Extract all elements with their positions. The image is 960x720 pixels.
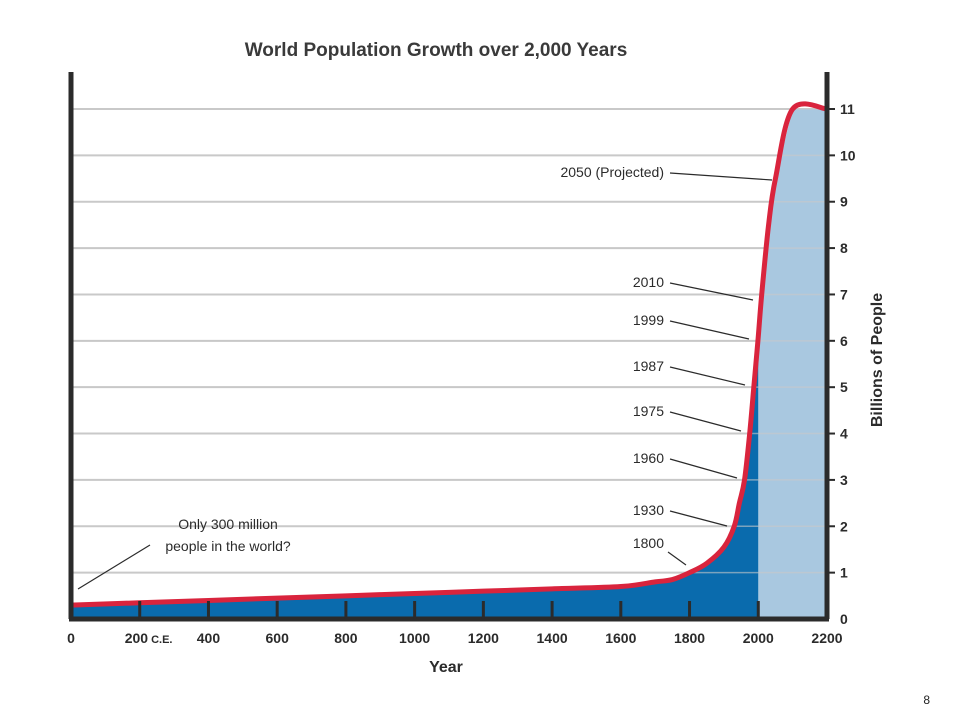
x-tick-suffix: C.E.	[151, 634, 172, 646]
annotation-1930: 1930	[633, 502, 728, 527]
annotation-leader	[669, 172, 773, 181]
annotation-leader	[77, 544, 151, 590]
y-tick-label: 6	[840, 333, 848, 349]
y-tick-label: 1	[840, 565, 848, 581]
x-tick-label: 1800	[674, 630, 705, 646]
population-line	[70, 101, 828, 608]
x-tick-label: 1000	[399, 630, 430, 646]
x-axis-title: Year	[429, 659, 463, 676]
x-tick-label: 800	[334, 630, 358, 646]
y-tick-label: 0	[840, 611, 848, 627]
annotation-leader	[669, 320, 750, 340]
annotation-1960: 1960	[633, 450, 738, 479]
annotation-2050: 2050 (Projected)	[560, 164, 773, 181]
y-tick-label: 4	[840, 426, 848, 442]
x-tick-labels: 0 200 C.E. 400 600 800 1000 1200 1400 1600 1800 200…	[67, 630, 843, 646]
historical-area	[71, 336, 759, 619]
annotation-label: 1930	[633, 502, 664, 518]
x-tick-label: 1400	[537, 630, 568, 646]
x-tick-label: 400	[197, 630, 221, 646]
annotations: Only 300 million people in the world? 1800…	[77, 164, 773, 590]
y-tick-label: 7	[840, 286, 848, 302]
annotation-label: 1800	[633, 535, 664, 551]
annotation-leader	[669, 510, 728, 527]
y-axis-title: Billions of People	[869, 293, 886, 427]
y-tick-labels: 0 1 2 3 4 5 6 7 8 9 10 11	[840, 101, 856, 627]
y-tick-label: 3	[840, 472, 848, 488]
population-line-path	[70, 101, 828, 608]
annotation-leader	[667, 551, 687, 566]
annotation-leader	[669, 458, 738, 479]
annotation-2010: 2010	[633, 274, 754, 301]
annotation-leader	[669, 282, 754, 301]
x-tick-label: 2200	[811, 630, 842, 646]
annotation-label: 1987	[633, 358, 664, 374]
x-tick-label: 1600	[605, 630, 636, 646]
x-tick-label: 200 C.E.	[125, 630, 173, 646]
annotation-label-line2: people in the world?	[165, 538, 291, 554]
annotation-1975: 1975	[633, 403, 742, 432]
annotation-label: 1960	[633, 450, 664, 466]
annotation-label: Only 300 million	[178, 516, 278, 532]
x-tick-label: 2000	[743, 630, 774, 646]
annotation-0: Only 300 million people in the world?	[77, 516, 291, 590]
y-tick-label: 9	[840, 194, 848, 210]
annotation-label: 2050 (Projected)	[560, 164, 664, 180]
chart-title: World Population Growth over 2,000 Years	[245, 40, 628, 61]
axes	[68, 72, 835, 622]
page-number: 8	[923, 693, 930, 707]
annotation-1987: 1987	[633, 358, 746, 386]
x-tick-label: 1200	[468, 630, 499, 646]
area-fills	[71, 108, 827, 619]
annotation-label: 1999	[633, 312, 664, 328]
x-tick-label: 0	[67, 630, 75, 646]
y-tick-label: 8	[840, 240, 848, 256]
y-tick-label: 10	[840, 147, 856, 163]
y-tick-label: 5	[840, 379, 848, 395]
annotation-leader	[669, 366, 746, 386]
annotation-1800: 1800	[633, 535, 687, 566]
annotation-label: 1975	[633, 403, 664, 419]
annotation-leader	[669, 411, 742, 432]
y-tick-label: 11	[840, 101, 855, 117]
y-tick-label: 2	[840, 518, 848, 534]
annotation-label: 2010	[633, 274, 664, 290]
x-tick-label: 600	[266, 630, 290, 646]
annotation-1999: 1999	[633, 312, 750, 340]
projected-area	[758, 109, 827, 619]
